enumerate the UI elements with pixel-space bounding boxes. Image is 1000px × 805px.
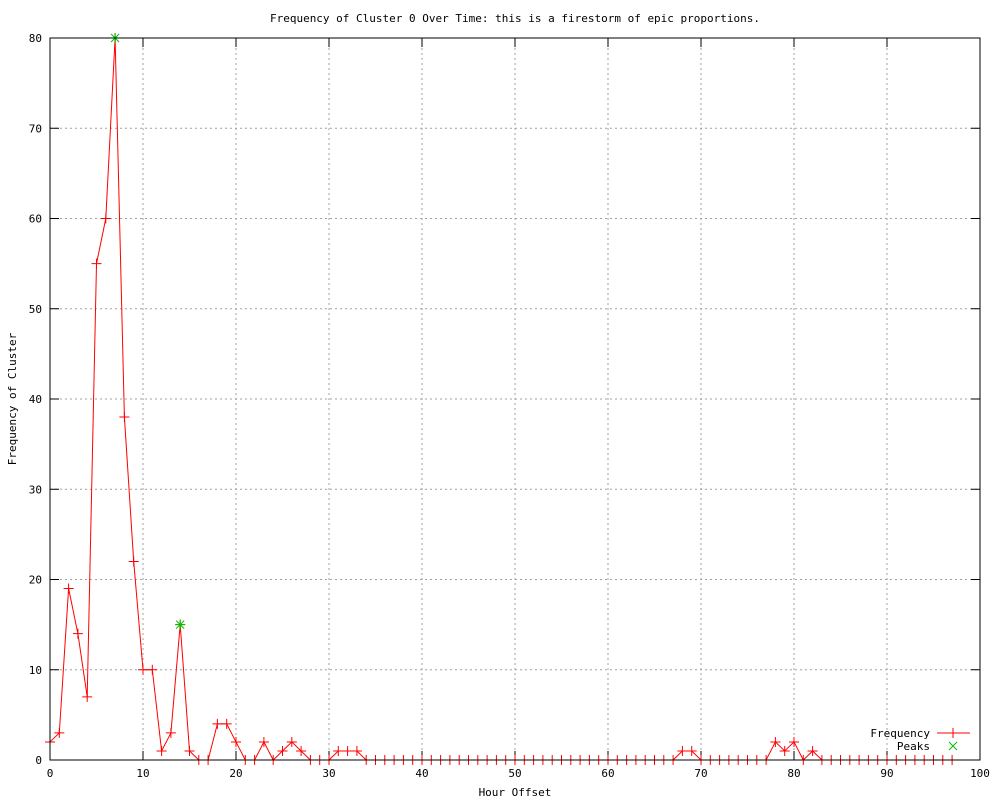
x-tick-label: 30 xyxy=(322,767,335,780)
y-tick-label: 70 xyxy=(29,122,42,135)
x-tick-label: 40 xyxy=(415,767,428,780)
series-peaks xyxy=(110,33,186,630)
data-point xyxy=(91,258,102,269)
data-point xyxy=(807,745,818,756)
data-point xyxy=(212,718,223,729)
data-point xyxy=(277,745,288,756)
data-point xyxy=(779,745,790,756)
data-point xyxy=(54,727,65,738)
x-tick-label: 0 xyxy=(47,767,54,780)
y-tick-label: 50 xyxy=(29,303,42,316)
data-point xyxy=(789,736,799,747)
data-point xyxy=(686,745,697,756)
chart-title: Frequency of Cluster 0 Over Time: this i… xyxy=(270,12,760,25)
y-tick-label: 40 xyxy=(29,393,42,406)
data-point xyxy=(128,556,139,567)
data-point xyxy=(147,664,158,675)
data-point xyxy=(165,727,176,738)
legend-marker xyxy=(948,728,958,738)
y-tick-label: 10 xyxy=(29,664,42,677)
data-point xyxy=(72,628,83,639)
x-tick-label: 100 xyxy=(970,767,990,780)
y-tick-label: 60 xyxy=(29,213,42,226)
x-tick-label: 20 xyxy=(229,767,242,780)
data-point xyxy=(221,718,232,729)
data-point xyxy=(351,745,362,756)
data-point xyxy=(342,745,353,756)
data-point xyxy=(100,213,111,224)
y-tick-label: 80 xyxy=(29,32,42,45)
data-point xyxy=(156,745,167,756)
x-tick-label: 90 xyxy=(880,767,893,780)
y-tick-label: 0 xyxy=(35,754,42,767)
x-tick-label: 80 xyxy=(787,767,800,780)
grid xyxy=(50,38,980,760)
x-tick-label: 60 xyxy=(601,767,614,780)
data-point xyxy=(63,583,74,594)
ticks: 0 10 20 30 40 50 60 70 80 90 100 0 10 20 30 40 50 60 70 80 xyxy=(29,32,990,780)
x-axis-label: Hour Offset xyxy=(479,786,552,799)
data-point xyxy=(138,664,148,675)
data-point xyxy=(296,745,307,756)
y-tick-label: 20 xyxy=(29,574,42,587)
x-tick-label: 50 xyxy=(508,767,521,780)
data-point xyxy=(286,736,297,747)
data-point xyxy=(258,736,269,747)
data-point xyxy=(770,736,781,747)
x-tick-label: 10 xyxy=(136,767,149,780)
legend-marker xyxy=(948,741,958,751)
data-point xyxy=(333,745,344,756)
data-point xyxy=(677,745,688,756)
y-axis-label: Frequency of Cluster xyxy=(6,332,19,465)
plot-border xyxy=(49,37,981,761)
data-point xyxy=(184,745,195,756)
y-tick-label: 30 xyxy=(29,483,42,496)
peak-point xyxy=(175,619,186,630)
x-tick-label: 70 xyxy=(694,767,707,780)
legend-label: Peaks xyxy=(897,740,930,753)
data-point xyxy=(231,736,241,747)
data-point xyxy=(119,412,130,423)
data-point xyxy=(82,691,93,702)
legend-label: Frequency xyxy=(870,727,930,740)
